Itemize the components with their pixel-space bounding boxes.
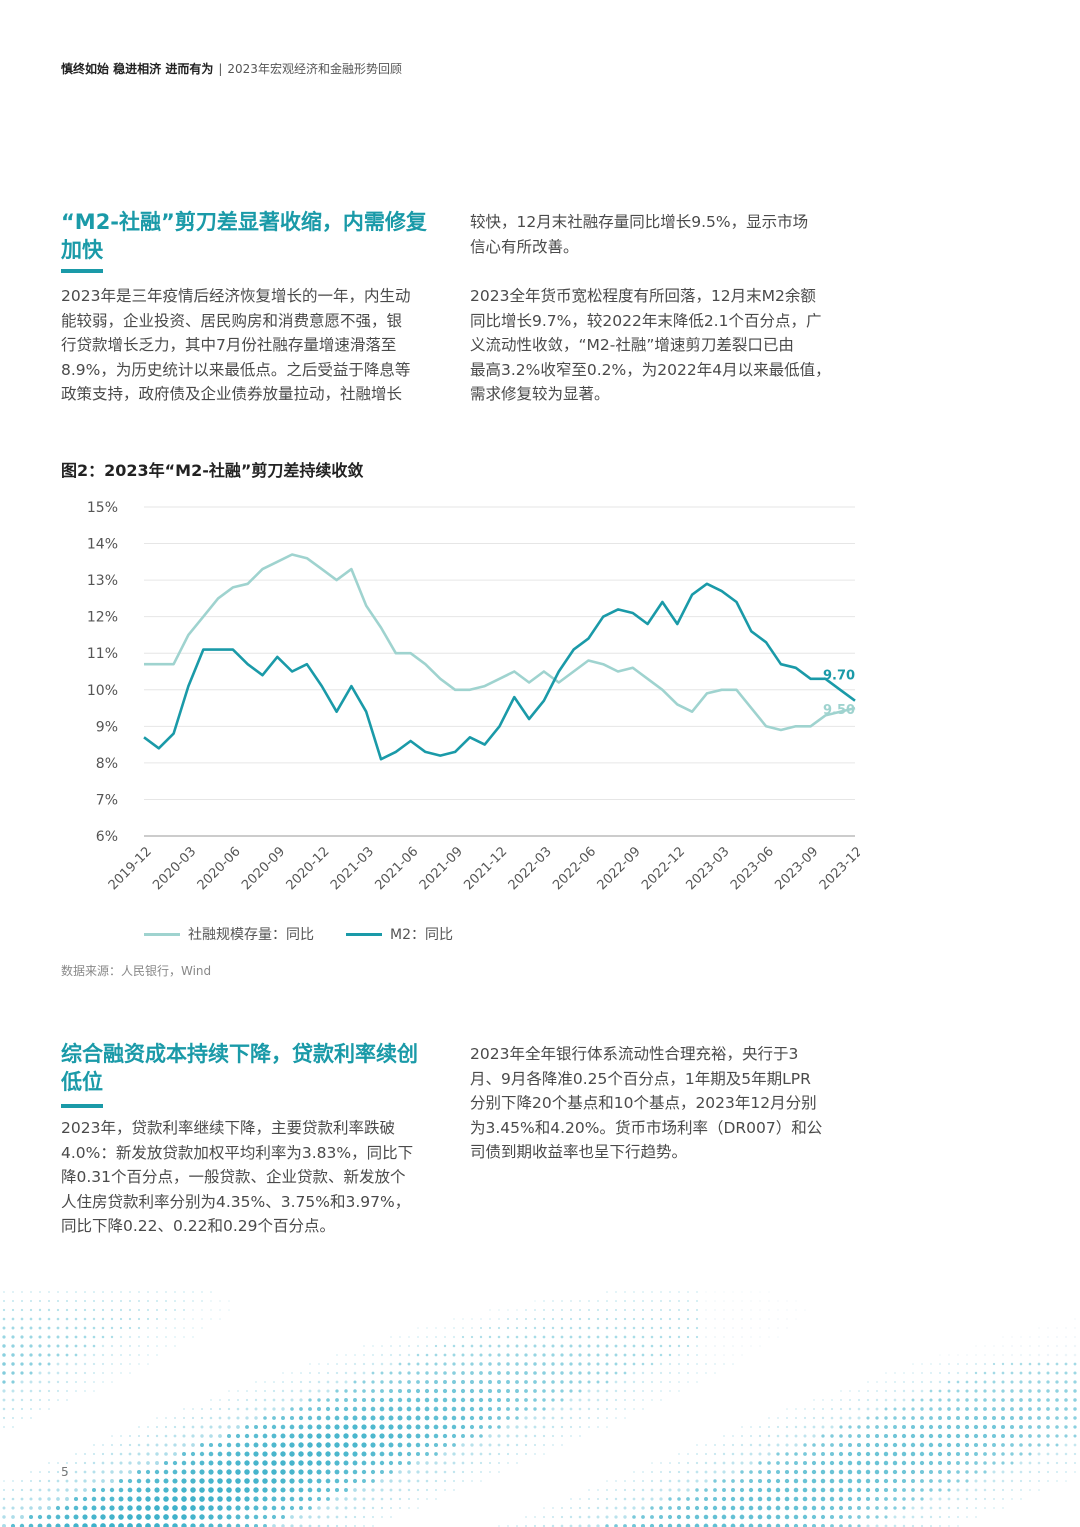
x-tick-label: 2021-03 [328,844,377,893]
line-chart: 6% 7% 8% 9% 10% 11% 12% 13% 14% 15% 2019-122020-03… [87,500,860,893]
paragraph-line: 人住房贷款利率分别为4.35%、3.75%和3.97%， [61,1192,411,1211]
paragraph-line: 同比下降0.22、0.22和0.29个百分点。 [61,1217,336,1235]
x-tick-label: 2021-12 [461,844,510,893]
paragraph-line: 义流动性收敛，“M2-社融”增速剪刀差裂口已由 [470,336,794,354]
legend-item-m2: M2：同比 [346,924,453,944]
section1-right-paragraph-top: 较快，12月末社融存量同比增长9.5%，显示市场 信心有所改善。 [470,210,855,259]
x-tick-label: 2020-09 [239,844,288,893]
paragraph-line: 8.9%，为历史统计以来最低点。之后受益于降息等 [61,360,411,379]
y-tick-label: 13% [87,573,118,589]
x-tick-label: 2023-12 [817,844,860,893]
x-tick-label: 2022-03 [506,844,555,893]
page-number: 5 [61,1465,69,1479]
paragraph-line: 为3.45%和4.20%。货币市场利率（DR007）和公 [470,1118,823,1137]
header-separator: | [218,62,223,76]
series-line-shrong [144,553,856,732]
y-tick-label: 8% [96,756,118,772]
section1-title-line2: 加快 [61,238,103,262]
x-tick-label: 2022-09 [595,844,644,893]
y-tick-label: 7% [96,792,118,808]
section1-title: “M2-社融”剪刀差显著收缩，内需修复 加快 [61,208,461,264]
y-tick-label: 12% [87,610,118,626]
x-tick-label: 2023-09 [772,844,821,893]
legend-label-m2: M2：同比 [390,927,453,943]
paragraph-line: 2023年是三年疫情后经济恢复增长的一年，内生动 [61,287,411,305]
figure-title: 图2：2023年“M2-社融”剪刀差持续收敛 [61,461,364,480]
x-tick-label: 2023-06 [728,844,777,893]
x-tick-label: 2022-12 [639,844,688,893]
decorative-dot-wave [2,1291,1077,1527]
paragraph-line: 最高3.2%收窄至0.2%，为2022年4月以来最低值， [470,360,831,379]
x-tick-label: 2020-03 [150,844,199,893]
x-tick-label: 2021-06 [372,844,421,893]
legend-swatch-m2 [346,932,382,936]
paragraph-line: 降0.31个百分点，一般贷款、企业贷款、新发放个 [61,1168,406,1186]
paragraph-line: 能较弱，企业投资、居民购房和消费意愿不强，银 [61,311,403,330]
paragraph-line: 信心有所改善。 [470,237,579,256]
section2-left-paragraph: 2023年，贷款利率继续下降，主要贷款利率跌破 4.0%：新发放贷款加权平均利率为… [61,1116,446,1239]
paragraph-line: 4.0%：新发放贷款加权平均利率为3.83%，同比下 [61,1143,414,1162]
page-header: 慎终如始 稳进相济 进而有为 | 2023年宏观经济和金融形势回顾 [61,60,402,77]
paragraph-line: 司债到期收益率也呈下行趋势。 [470,1143,688,1161]
section1-title-bar [61,269,103,273]
paragraph-line: 同比增长9.7%，较2022年末降低2.1个百分点，广 [470,311,822,330]
x-tick-label: 2020-12 [284,844,333,893]
y-tick-label: 11% [87,646,118,662]
paragraph-line: 政策支持，政府债及企业债券放量拉动，社融增长 [61,385,403,403]
paragraph-line: 2023年全年银行体系流动性合理充裕，央行于3 [470,1045,799,1063]
section2-title-bar [61,1104,103,1108]
y-tick-label: 10% [87,683,118,699]
end-label-m2: 9.70 [823,669,855,684]
section2-title-line2: 低位 [61,1070,103,1094]
x-tick-label: 2020-06 [195,844,244,893]
series-line-m2 [143,582,856,761]
y-tick-label: 6% [96,829,118,845]
section2-title-line1: 综合融资成本持续下降，贷款利率续创 [61,1042,418,1066]
y-tick-label: 14% [87,537,118,553]
y-tick-label: 9% [96,719,118,735]
x-tick-label: 2021-09 [417,844,466,893]
section2-right-paragraph: 2023年全年银行体系流动性合理充裕，央行于3 月、9月各降准0.25个百分点，1… [470,1042,855,1165]
legend-item-shrong: 社融规模存量：同比 [144,924,314,944]
paragraph-line: 分别下降20个基点和10个基点，2023年12月分别 [470,1094,817,1112]
paragraph-line: 2023年，贷款利率继续下降，主要贷款利率跌破 [61,1119,395,1137]
figure-source: 数据来源：人民银行，Wind [61,964,212,978]
paragraph-line: 需求修复较为显著。 [470,385,610,403]
end-label-shrong: 9.50 [823,703,855,718]
header-subtitle: 2023年宏观经济和金融形势回顾 [227,62,402,76]
y-tick-label: 15% [87,500,118,516]
paragraph-line: 月、9月各降准0.25个百分点，1年期及5年期LPR [470,1069,811,1088]
section1-title-line1: “M2-社融”剪刀差显著收缩，内需修复 [61,210,427,234]
x-tick-label: 2019-12 [106,844,155,893]
chart-legend: 社融规模存量：同比 M2：同比 [144,924,485,944]
x-tick-label: 2022-06 [550,844,599,893]
section1-right-paragraph-bottom: 2023全年货币宽松程度有所回落，12月末M2余额 同比增长9.7%，较2022年… [470,284,855,407]
header-title: 慎终如始 稳进相济 进而有为 [61,62,214,76]
legend-label-shrong: 社融规模存量：同比 [188,927,314,943]
paragraph-line: 较快，12月末社融存量同比增长9.5%，显示市场 [470,213,809,231]
paragraph-line: 2023全年货币宽松程度有所回落，12月末M2余额 [470,287,816,305]
section1-left-paragraph: 2023年是三年疫情后经济恢复增长的一年，内生动 能较弱，企业投资、居民购房和消费… [61,284,446,407]
section2-title: 综合融资成本持续下降，贷款利率续创 低位 [61,1040,461,1096]
x-tick-label: 2023-03 [683,844,732,893]
legend-swatch-shrong [144,932,180,936]
paragraph-line: 行贷款增长乏力，其中7月份社融存量增速滑落至 [61,336,397,354]
